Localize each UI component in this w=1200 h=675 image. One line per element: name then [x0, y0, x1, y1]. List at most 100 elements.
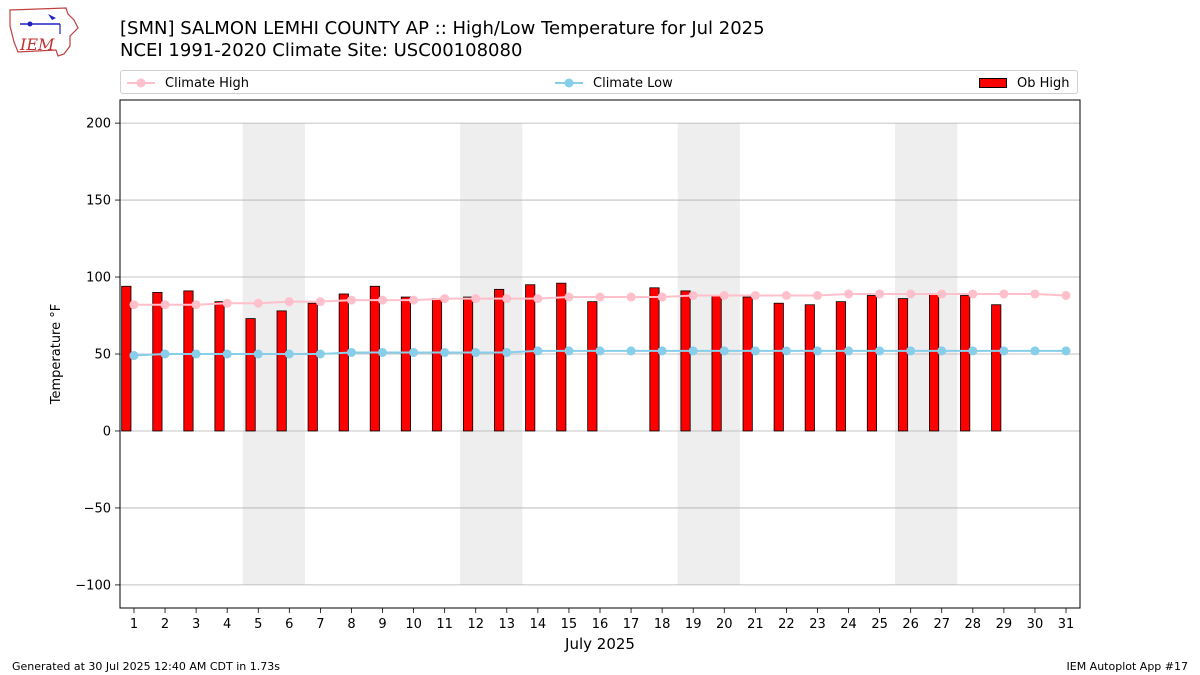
climate-high-point [844, 289, 854, 299]
x-tick-label: 17 [623, 617, 640, 632]
legend-climate-high: Climate High [127, 73, 249, 93]
climate-high-point [378, 295, 388, 305]
ob-high-bar [494, 288, 505, 432]
climate-low-point [129, 351, 139, 361]
x-tick-label: 1 [130, 617, 138, 632]
climate-low-point [502, 347, 512, 357]
ob-high-bar [773, 302, 784, 432]
ob-high-bar [214, 301, 225, 432]
ob-high-bar [587, 301, 598, 432]
climate-low-point [253, 349, 263, 359]
climate-high-point [284, 297, 294, 307]
climate-high-point [564, 292, 574, 302]
climate-high-point [595, 292, 605, 302]
climate-high-point [409, 295, 419, 305]
climate-low-point [222, 349, 232, 359]
x-tick-label: 16 [592, 617, 609, 632]
legend-climate-low-label: Climate Low [593, 75, 673, 91]
climate-high-point [657, 292, 667, 302]
x-tick-label: 14 [530, 617, 547, 632]
x-axis-label: July 2025 [564, 635, 635, 653]
x-tick-label: 15 [561, 617, 578, 632]
ob-high-bar [556, 282, 567, 432]
climate-low-point [1061, 346, 1071, 356]
climate-high-point [315, 297, 325, 307]
x-tick-label: 22 [778, 617, 795, 632]
x-tick-label: 27 [933, 617, 950, 632]
climate-low-point [999, 346, 1009, 356]
y-tick-label: −50 [84, 501, 111, 516]
climate-low-point [160, 349, 170, 359]
climate-low-point [533, 346, 543, 356]
x-tick-label: 10 [405, 617, 422, 632]
y-tick-label: 0 [103, 424, 111, 439]
climate-high-point [719, 291, 729, 301]
ob-high-bar [929, 293, 940, 432]
chart-title-line1: [SMN] SALMON LEMHI COUNTY AP :: High/Low… [120, 18, 765, 39]
ob-high-bar [742, 296, 753, 432]
x-tick-label: 12 [467, 617, 484, 632]
ob-high-bar [991, 304, 1002, 432]
x-tick-label: 2 [161, 617, 169, 632]
climate-low-point [719, 346, 729, 356]
x-tick-label: 19 [685, 617, 702, 632]
x-tick-label: 26 [902, 617, 919, 632]
ob-high-bar [431, 298, 443, 432]
x-tick-label: 5 [254, 617, 262, 632]
ob-high-bar [338, 293, 349, 432]
climate-high-point [440, 294, 450, 304]
x-tick-label: 3 [192, 617, 200, 632]
climate-low-point [378, 347, 388, 357]
x-tick-label: 7 [316, 617, 324, 632]
climate-low-point [750, 346, 760, 356]
ob-high-bar [804, 304, 815, 432]
climate-low-point [968, 346, 978, 356]
ob-high-bar [680, 290, 691, 432]
climate-high-point [129, 300, 139, 310]
x-tick-label: 23 [809, 617, 826, 632]
climate-low-point [812, 346, 822, 356]
ob-high-bar [835, 301, 846, 432]
climate-low-point [781, 346, 791, 356]
x-tick-label: 24 [840, 617, 857, 632]
climate-high-point [688, 291, 698, 301]
climate-high-point [191, 300, 201, 310]
ob-high-bar [245, 318, 256, 432]
y-tick-label: 150 [86, 194, 111, 209]
x-tick-label: 25 [871, 617, 888, 632]
climate-high-point [906, 289, 916, 299]
ob-high-bar [369, 285, 380, 432]
x-tick-label: 31 [1058, 617, 1075, 632]
chart-legend: Climate High Climate Low Ob High [120, 70, 1078, 94]
climate-high-point [160, 300, 170, 310]
climate-low-point [346, 347, 356, 357]
y-tick-label: 100 [86, 271, 111, 286]
climate-low-point [937, 346, 947, 356]
chart-title: [SMN] SALMON LEMHI COUNTY AP :: High/Low… [120, 18, 765, 62]
climate-high-point [1030, 289, 1040, 299]
x-tick-label: 28 [965, 617, 982, 632]
climate-low-point [1030, 346, 1040, 356]
legend-climate-low: Climate Low [555, 73, 673, 93]
x-tick-label: 11 [436, 617, 453, 632]
y-tick-label: 200 [86, 117, 111, 132]
climate-low-point [284, 349, 294, 359]
climate-low-swatch-icon [555, 78, 583, 88]
legend-climate-high-label: Climate High [165, 75, 250, 91]
ob-high-bar [897, 298, 909, 432]
climate-high-swatch-icon [127, 78, 155, 88]
climate-high-point [812, 291, 822, 301]
climate-high-point [999, 289, 1009, 299]
x-tick-label: 6 [285, 617, 293, 632]
climate-high-point [781, 291, 791, 301]
x-tick-label: 4 [223, 617, 231, 632]
x-tick-label: 20 [716, 617, 733, 632]
climate-high-point [626, 292, 636, 302]
ob-high-bar [307, 302, 318, 432]
climate-low-point [906, 346, 916, 356]
climate-low-point [471, 347, 481, 357]
ob-high-bar [463, 296, 474, 432]
ob-high-bar [152, 292, 163, 432]
climate-high-point [750, 291, 760, 301]
climate-low-point [191, 349, 201, 359]
